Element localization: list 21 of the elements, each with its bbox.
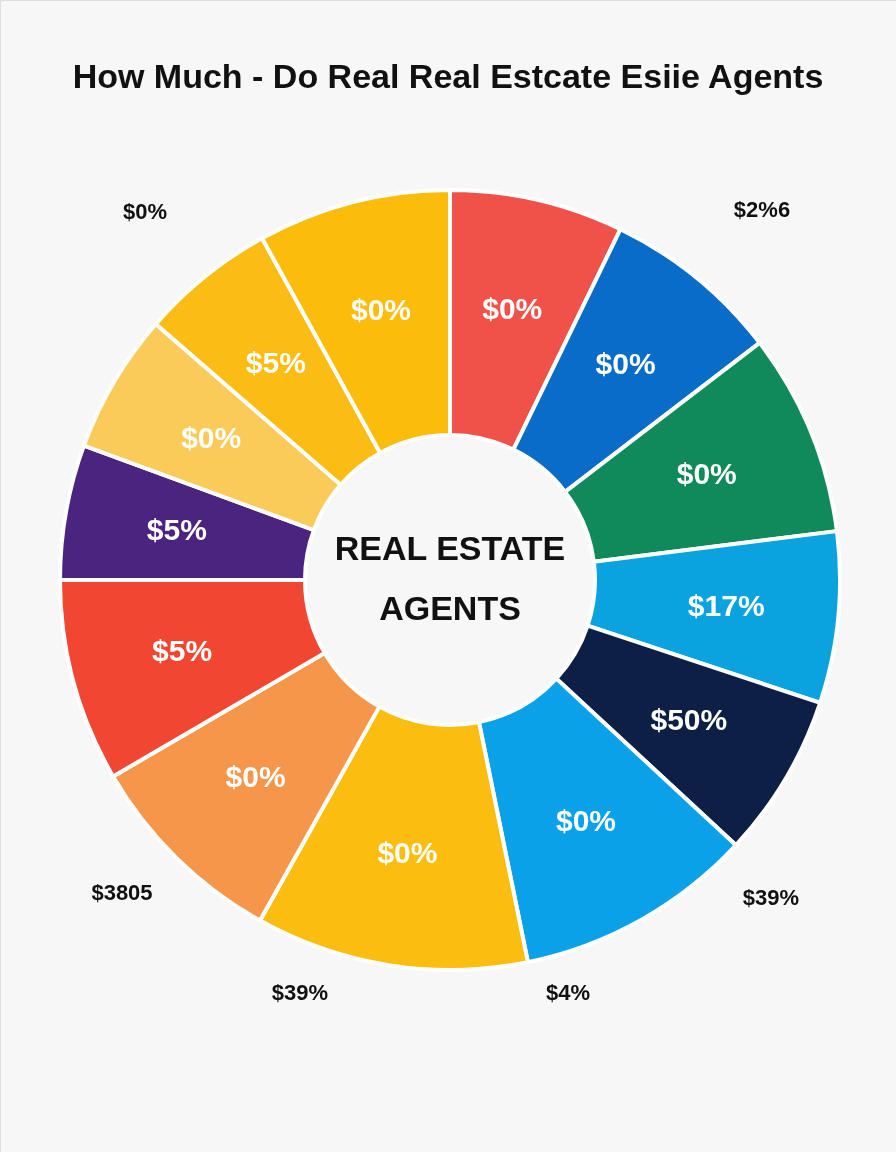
text: $5% (146, 513, 207, 547)
text: $0% (482, 291, 543, 325)
text: $2%6 (733, 197, 791, 222)
text: $0% (181, 420, 242, 454)
text: $0% (377, 836, 438, 870)
text: $50% (650, 703, 728, 737)
text: $39% (742, 885, 800, 910)
text: $17% (687, 588, 765, 622)
text: $4% (545, 980, 591, 1005)
text: $0% (122, 199, 168, 224)
chart-title: How Much - Do Real Real Estcate Esiie Agents (72, 57, 824, 95)
text: $39% (271, 980, 329, 1005)
text: $0% (225, 760, 286, 794)
text: $0% (555, 803, 616, 837)
text: $5% (152, 634, 213, 668)
text: $0% (676, 456, 737, 490)
text: REAL ESTATE AGENTS (334, 529, 566, 627)
text: $0% (350, 293, 412, 327)
text: $0% (595, 347, 656, 381)
text: $3805 (91, 880, 153, 905)
text: $5% (245, 345, 306, 379)
